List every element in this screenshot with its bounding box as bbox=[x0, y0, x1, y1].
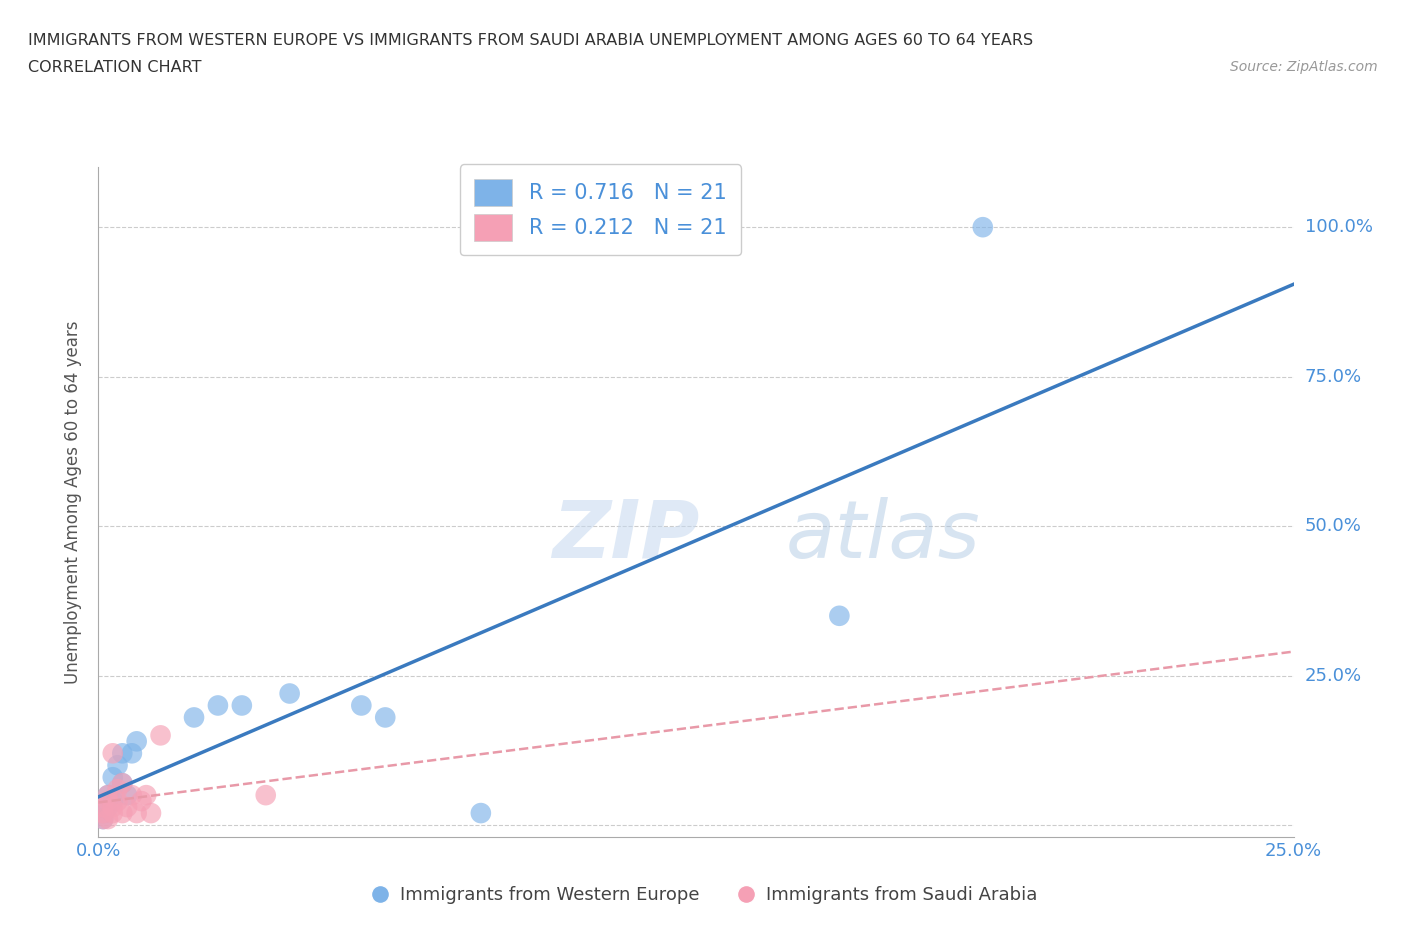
Point bbox=[125, 734, 148, 749]
Text: 100.0%: 100.0% bbox=[1305, 219, 1372, 236]
Point bbox=[115, 788, 138, 803]
Point bbox=[374, 710, 396, 724]
Text: atlas: atlas bbox=[786, 497, 980, 575]
Point bbox=[101, 800, 124, 815]
Point bbox=[972, 219, 994, 234]
Point bbox=[91, 812, 114, 827]
Point bbox=[101, 805, 124, 820]
Y-axis label: Unemployment Among Ages 60 to 64 years: Unemployment Among Ages 60 to 64 years bbox=[65, 321, 83, 684]
Point bbox=[97, 812, 120, 827]
Point bbox=[115, 800, 138, 815]
Point bbox=[107, 782, 129, 797]
Point bbox=[254, 788, 277, 803]
Point bbox=[101, 770, 124, 785]
Text: 50.0%: 50.0% bbox=[1305, 517, 1361, 535]
Point bbox=[125, 805, 148, 820]
Point bbox=[149, 728, 172, 743]
Point bbox=[91, 805, 114, 820]
Text: IMMIGRANTS FROM WESTERN EUROPE VS IMMIGRANTS FROM SAUDI ARABIA UNEMPLOYMENT AMON: IMMIGRANTS FROM WESTERN EUROPE VS IMMIGR… bbox=[28, 33, 1033, 47]
Point bbox=[828, 608, 851, 623]
Point bbox=[231, 698, 253, 713]
Text: 25.0%: 25.0% bbox=[1305, 667, 1362, 684]
Text: Source: ZipAtlas.com: Source: ZipAtlas.com bbox=[1230, 60, 1378, 74]
Point bbox=[91, 812, 114, 827]
Point bbox=[470, 805, 492, 820]
Legend: R = 0.716   N = 21, R = 0.212   N = 21: R = 0.716 N = 21, R = 0.212 N = 21 bbox=[460, 165, 741, 256]
Point bbox=[91, 805, 114, 820]
Point bbox=[111, 805, 134, 820]
Text: 75.0%: 75.0% bbox=[1305, 367, 1362, 386]
Point bbox=[97, 800, 120, 815]
Text: CORRELATION CHART: CORRELATION CHART bbox=[28, 60, 201, 75]
Point bbox=[91, 800, 114, 815]
Point bbox=[350, 698, 373, 713]
Point bbox=[183, 710, 205, 724]
Legend: Immigrants from Western Europe, Immigrants from Saudi Arabia: Immigrants from Western Europe, Immigran… bbox=[361, 879, 1045, 911]
Point bbox=[97, 788, 120, 803]
Point bbox=[121, 746, 143, 761]
Point bbox=[97, 788, 120, 803]
Point bbox=[111, 776, 134, 790]
Point bbox=[139, 805, 162, 820]
Point bbox=[111, 746, 134, 761]
Point bbox=[135, 788, 157, 803]
Point bbox=[101, 746, 124, 761]
Point bbox=[101, 793, 124, 808]
Point bbox=[131, 793, 153, 808]
Point bbox=[207, 698, 229, 713]
Point bbox=[107, 758, 129, 773]
Point bbox=[111, 776, 134, 790]
Text: ZIP: ZIP bbox=[553, 497, 700, 575]
Point bbox=[121, 788, 143, 803]
Point bbox=[278, 686, 301, 701]
Point bbox=[107, 793, 129, 808]
Point bbox=[97, 793, 120, 808]
